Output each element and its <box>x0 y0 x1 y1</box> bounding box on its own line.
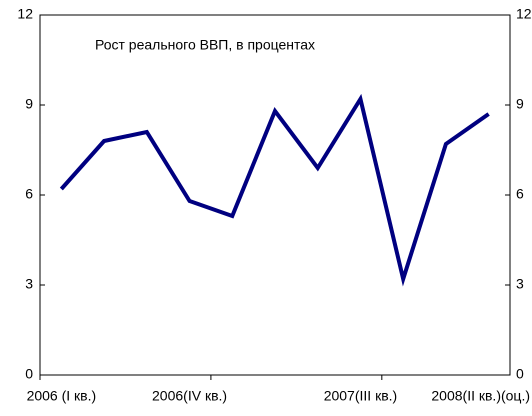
plot-area <box>39 14 511 376</box>
y-tick-label: 6 <box>25 186 33 202</box>
y-tick-label: 12 <box>17 6 33 22</box>
y2-tick-label: 12 <box>516 6 532 22</box>
x-tick-label: 2008(II кв.)(оц.) <box>431 388 530 404</box>
y2-tick-label: 3 <box>516 276 524 292</box>
x-tick-label: 2006(IV кв.) <box>152 388 227 404</box>
data-line <box>59 93 490 287</box>
y2-tick-label: 0 <box>516 366 524 382</box>
y2-tick-label: 9 <box>516 96 524 112</box>
x-tick-label: 2007(III кв.) <box>324 388 397 404</box>
y-tick-label: 0 <box>25 366 33 382</box>
y2-tick-label: 6 <box>516 186 524 202</box>
y-tick-label: 9 <box>25 96 33 112</box>
chart-title: Рост реального ВВП, в процентах <box>95 37 315 53</box>
x-tick-label: 2006 (I кв.) <box>27 388 97 404</box>
y-tick-label: 3 <box>25 276 33 292</box>
